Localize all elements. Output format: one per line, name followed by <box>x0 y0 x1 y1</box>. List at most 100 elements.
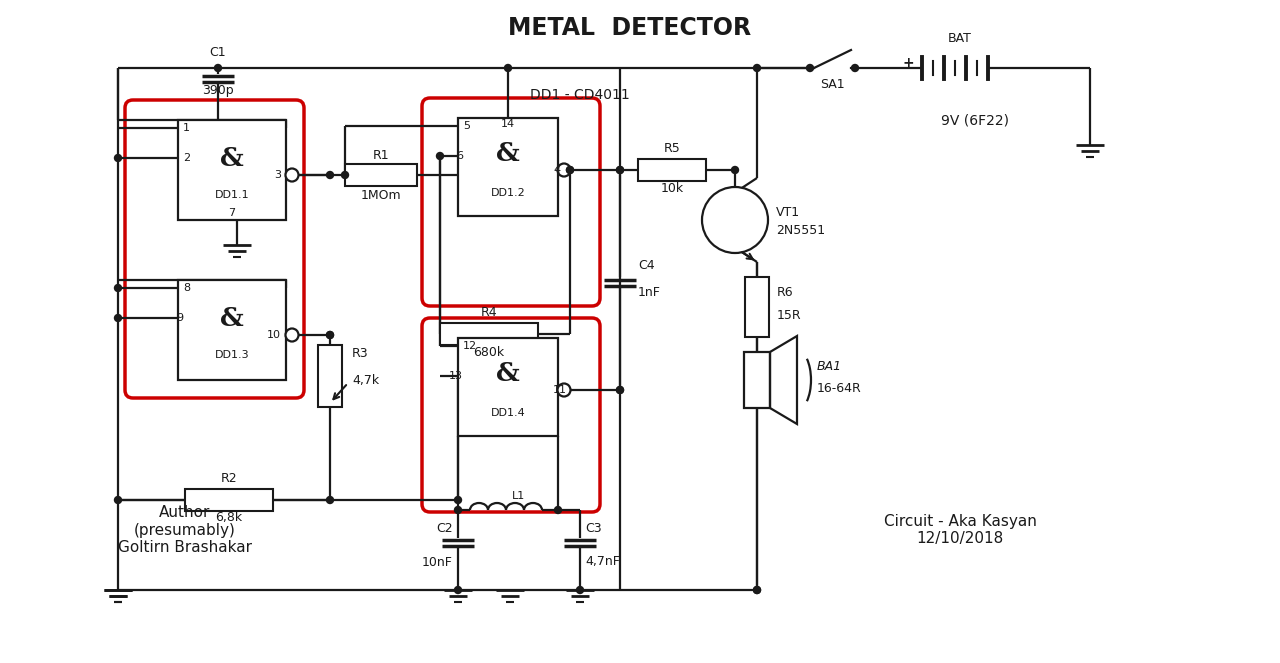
Circle shape <box>285 168 298 182</box>
Text: 13: 13 <box>449 371 463 381</box>
Text: DD1.1: DD1.1 <box>215 190 250 200</box>
Text: 5: 5 <box>463 121 470 131</box>
Text: BAT: BAT <box>948 32 972 44</box>
Circle shape <box>114 497 122 503</box>
Circle shape <box>326 497 334 503</box>
Circle shape <box>754 587 760 593</box>
Text: 9V (6F22): 9V (6F22) <box>941 113 1009 127</box>
Text: 1: 1 <box>183 123 189 133</box>
Bar <box>440 323 538 345</box>
Text: BA1: BA1 <box>817 359 842 373</box>
Text: VT1: VT1 <box>776 206 800 219</box>
Text: DD1.2: DD1.2 <box>490 188 525 198</box>
Text: +: + <box>902 56 914 70</box>
Text: 2: 2 <box>183 153 191 163</box>
Bar <box>744 352 771 408</box>
Bar <box>637 159 707 181</box>
Circle shape <box>558 164 571 176</box>
Circle shape <box>567 166 573 174</box>
Text: R4: R4 <box>481 306 498 318</box>
Text: 10: 10 <box>268 330 282 340</box>
Text: R1: R1 <box>372 149 389 162</box>
Bar <box>745 277 769 337</box>
Circle shape <box>554 507 562 514</box>
Text: 11: 11 <box>553 385 567 395</box>
Circle shape <box>617 387 623 394</box>
Circle shape <box>558 383 571 396</box>
Circle shape <box>114 284 122 292</box>
Text: DD1.4: DD1.4 <box>490 408 525 418</box>
Text: &: & <box>220 306 244 330</box>
Text: Circuit - Aka Kasyan
12/10/2018: Circuit - Aka Kasyan 12/10/2018 <box>883 514 1037 546</box>
Bar <box>458 338 558 436</box>
Text: 4,7k: 4,7k <box>352 373 379 387</box>
Circle shape <box>114 154 122 162</box>
Circle shape <box>504 64 512 72</box>
Text: &: & <box>497 361 520 385</box>
Circle shape <box>215 64 221 72</box>
Text: L1: L1 <box>512 491 526 501</box>
Text: C2: C2 <box>436 522 453 534</box>
Text: 4,7nF: 4,7nF <box>585 556 620 568</box>
Circle shape <box>576 587 584 593</box>
Text: 16-64R: 16-64R <box>817 381 861 394</box>
Text: DD1.3: DD1.3 <box>215 350 250 360</box>
Text: 6,8k: 6,8k <box>215 511 243 524</box>
Circle shape <box>454 497 462 503</box>
Text: 7: 7 <box>228 208 236 218</box>
Text: 14: 14 <box>500 119 515 129</box>
Text: 2N5551: 2N5551 <box>776 223 826 237</box>
Bar <box>178 120 285 220</box>
Circle shape <box>454 507 462 514</box>
Text: R6: R6 <box>777 286 794 298</box>
Text: 3: 3 <box>274 170 282 180</box>
Circle shape <box>617 166 623 174</box>
Bar <box>458 118 558 216</box>
Bar <box>178 280 285 380</box>
Circle shape <box>731 166 739 174</box>
Text: &: & <box>220 145 244 170</box>
Circle shape <box>326 172 334 178</box>
Circle shape <box>567 166 573 174</box>
Text: 12: 12 <box>463 341 477 351</box>
Bar <box>186 489 273 511</box>
Circle shape <box>454 587 462 593</box>
Bar <box>346 164 417 186</box>
Text: R3: R3 <box>352 347 369 359</box>
Circle shape <box>285 328 298 341</box>
Text: R5: R5 <box>663 141 681 154</box>
Text: METAL  DETECTOR: METAL DETECTOR <box>508 16 751 40</box>
Text: C3: C3 <box>585 522 602 534</box>
Text: 390p: 390p <box>202 84 234 97</box>
Text: Author
(presumably)
Goltirn Brashakar: Author (presumably) Goltirn Brashakar <box>118 505 252 555</box>
Text: 4: 4 <box>553 165 561 175</box>
Text: C4: C4 <box>637 259 654 272</box>
Circle shape <box>114 314 122 322</box>
Circle shape <box>806 64 814 72</box>
Text: 8: 8 <box>183 283 191 293</box>
Text: SA1: SA1 <box>819 78 845 91</box>
Circle shape <box>617 166 623 174</box>
Text: 680k: 680k <box>474 345 504 359</box>
Text: 10nF: 10nF <box>422 556 453 568</box>
Text: 9: 9 <box>175 313 183 323</box>
Circle shape <box>701 187 768 253</box>
Circle shape <box>326 332 334 339</box>
Text: R2: R2 <box>220 471 237 485</box>
Text: 1MOm: 1MOm <box>361 188 402 202</box>
Circle shape <box>326 332 334 339</box>
Text: 10k: 10k <box>660 182 684 194</box>
Text: C1: C1 <box>210 46 227 58</box>
Circle shape <box>851 64 859 72</box>
Text: &: & <box>497 141 520 166</box>
Circle shape <box>436 152 443 160</box>
Circle shape <box>754 587 760 593</box>
Circle shape <box>617 387 623 394</box>
Bar <box>317 345 342 407</box>
Text: 6: 6 <box>456 151 463 161</box>
Text: 1nF: 1nF <box>637 286 660 298</box>
Circle shape <box>342 172 348 178</box>
Text: DD1 - CD4011: DD1 - CD4011 <box>530 88 630 102</box>
Text: 15R: 15R <box>777 308 801 322</box>
Circle shape <box>754 64 760 72</box>
